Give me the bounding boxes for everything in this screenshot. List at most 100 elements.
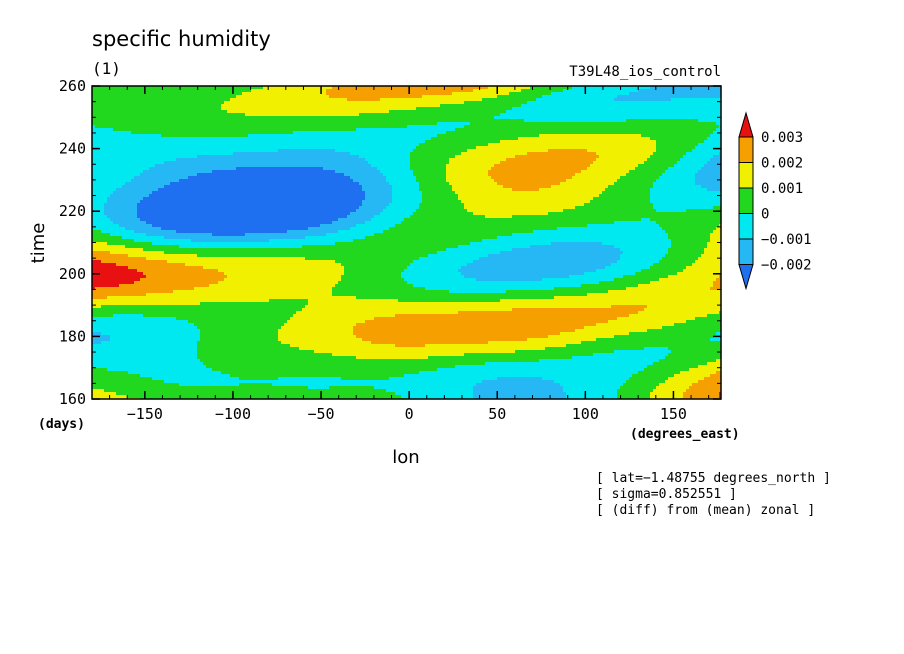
heatmap-cell: [176, 92, 180, 96]
heatmap-cell: [296, 116, 300, 120]
heatmap-cell: [389, 101, 393, 105]
heatmap-cell: [485, 95, 489, 99]
heatmap-cell: [341, 104, 345, 108]
heatmap-cell: [701, 110, 705, 114]
heatmap-cell: [398, 140, 402, 144]
heatmap-cell: [635, 146, 639, 150]
heatmap-cell: [518, 152, 522, 156]
heatmap-cell: [104, 152, 108, 156]
heatmap-cell: [551, 128, 555, 132]
heatmap-cell: [605, 89, 609, 93]
heatmap-cell: [137, 104, 141, 108]
heatmap-cell: [251, 86, 255, 90]
heatmap-cell: [413, 143, 417, 147]
heatmap-cell: [647, 92, 651, 96]
heatmap-cell: [482, 152, 486, 156]
heatmap-cell: [365, 131, 369, 135]
heatmap-cell: [704, 149, 708, 153]
heatmap-cell: [302, 146, 306, 150]
heatmap-cell: [92, 152, 96, 156]
heatmap-cell: [287, 140, 291, 144]
heatmap-cell: [425, 98, 429, 102]
heatmap-cell: [392, 131, 396, 135]
heatmap-cell: [287, 152, 291, 156]
heatmap-cell: [203, 107, 207, 111]
heatmap-cell: [185, 110, 189, 114]
heatmap-cell: [506, 140, 510, 144]
heatmap-cell: [587, 86, 591, 90]
heatmap-cell: [509, 113, 513, 117]
heatmap-cell: [332, 110, 336, 114]
heatmap-cell: [425, 101, 429, 105]
heatmap-cell: [179, 143, 183, 147]
heatmap-cell: [497, 134, 501, 138]
heatmap-cell: [278, 149, 282, 153]
heatmap-cell: [617, 86, 621, 90]
heatmap-cell: [497, 131, 501, 135]
heatmap-cell: [650, 101, 654, 105]
heatmap-cell: [461, 113, 465, 117]
heatmap-cell: [656, 95, 660, 99]
heatmap-cell: [284, 128, 288, 132]
heatmap-cell: [620, 104, 624, 108]
heatmap-cell: [485, 119, 489, 123]
heatmap-cell: [560, 110, 564, 114]
heatmap-cell: [212, 140, 216, 144]
heatmap-cell: [557, 149, 561, 153]
heatmap-cell: [497, 116, 501, 120]
heatmap-cell: [341, 119, 345, 123]
heatmap-cell: [215, 152, 219, 156]
heatmap-cell: [422, 134, 426, 138]
heatmap-cell: [482, 128, 486, 132]
heatmap-cell: [323, 143, 327, 147]
heatmap-cell: [344, 146, 348, 150]
heatmap-cell: [545, 140, 549, 144]
heatmap-cell: [533, 134, 537, 138]
heatmap-cell: [281, 140, 285, 144]
heatmap-cell: [101, 143, 105, 147]
heatmap-cell: [695, 89, 699, 93]
heatmap-cell: [296, 125, 300, 129]
heatmap-cell: [125, 128, 129, 132]
heatmap-cell: [563, 95, 567, 99]
heatmap-cell: [170, 125, 174, 129]
heatmap-cell: [317, 89, 321, 93]
heatmap-cell: [341, 92, 345, 96]
heatmap-cell: [245, 140, 249, 144]
heatmap-cell: [239, 134, 243, 138]
heatmap-cell: [704, 140, 708, 144]
heatmap-cell: [137, 128, 141, 132]
heatmap-cell: [719, 95, 721, 99]
heatmap-cell: [155, 107, 159, 111]
heatmap-cell: [374, 149, 378, 153]
heatmap-cell: [569, 128, 573, 132]
heatmap-cell: [659, 134, 663, 138]
heatmap-cell: [596, 152, 600, 156]
heatmap-cell: [188, 92, 192, 96]
heatmap-cell: [599, 98, 603, 102]
heatmap-cell: [293, 95, 297, 99]
heatmap-cell: [137, 89, 141, 93]
heatmap-cell: [239, 89, 243, 93]
heatmap-cell: [674, 128, 678, 132]
heatmap-cell: [245, 134, 249, 138]
heatmap-cell: [326, 149, 330, 153]
heatmap-cell: [281, 92, 285, 96]
heatmap-cell: [446, 125, 450, 129]
heatmap-cell: [560, 155, 564, 159]
heatmap-cell: [161, 125, 165, 129]
heatmap-cell: [191, 107, 195, 111]
heatmap-cell: [680, 137, 684, 141]
heatmap-cell: [719, 149, 721, 153]
heatmap-cell: [479, 134, 483, 138]
heatmap-cell: [638, 140, 642, 144]
heatmap-cell: [188, 122, 192, 126]
heatmap-cell: [395, 134, 399, 138]
heatmap-cell: [338, 122, 342, 126]
heatmap-cell: [419, 98, 423, 102]
heatmap-cell: [149, 95, 153, 99]
heatmap-cell: [641, 113, 645, 117]
heatmap-cell: [377, 119, 381, 123]
heatmap-cell: [452, 122, 456, 126]
heatmap-cell: [608, 149, 612, 153]
